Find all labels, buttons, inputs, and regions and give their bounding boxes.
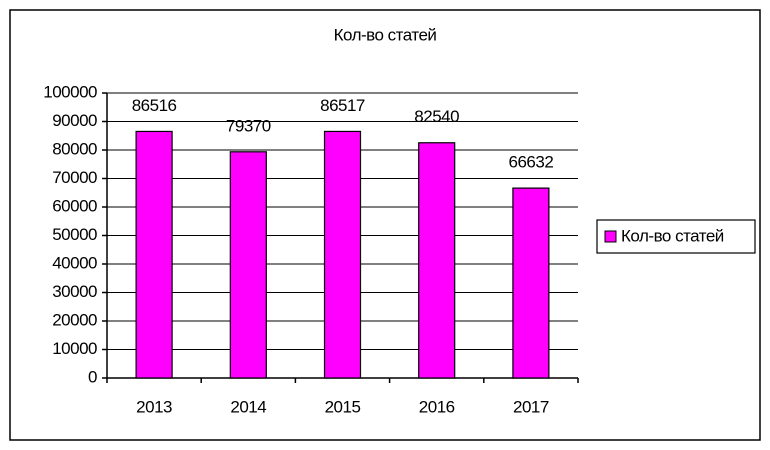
data-label: 86517 [320, 96, 365, 115]
legend-box [596, 219, 756, 254]
data-label: 79370 [226, 116, 271, 135]
bar [512, 187, 550, 379]
x-tick-label: 2017 [513, 397, 549, 416]
y-tick-label: 100000 [43, 82, 97, 101]
x-tick-label: 2014 [230, 397, 266, 416]
legend-swatch [604, 230, 617, 243]
y-tick-label: 20000 [52, 310, 97, 329]
y-tick-label: 40000 [52, 253, 97, 272]
chart-title: Кол-во статей [334, 25, 437, 44]
y-tick-label: 70000 [52, 168, 97, 187]
bar [229, 151, 267, 379]
bar [418, 142, 456, 379]
bar [323, 130, 362, 379]
x-tick-label: 2015 [325, 397, 361, 416]
y-tick-label: 10000 [52, 339, 97, 358]
y-tick-label: 60000 [52, 196, 97, 215]
y-tick-label: 0 [88, 367, 97, 386]
y-tick-label: 30000 [52, 282, 97, 301]
y-tick-label: 80000 [52, 139, 97, 158]
x-tick-label: 2016 [419, 397, 455, 416]
data-label: 82540 [414, 107, 459, 126]
data-label: 86516 [132, 96, 177, 115]
data-label: 66632 [509, 153, 554, 172]
x-tick-label: 2013 [136, 397, 172, 416]
y-tick-label: 50000 [52, 225, 97, 244]
bar [135, 130, 173, 379]
y-tick-label: 90000 [52, 111, 97, 130]
legend-label: Кол-во статей [621, 226, 724, 245]
